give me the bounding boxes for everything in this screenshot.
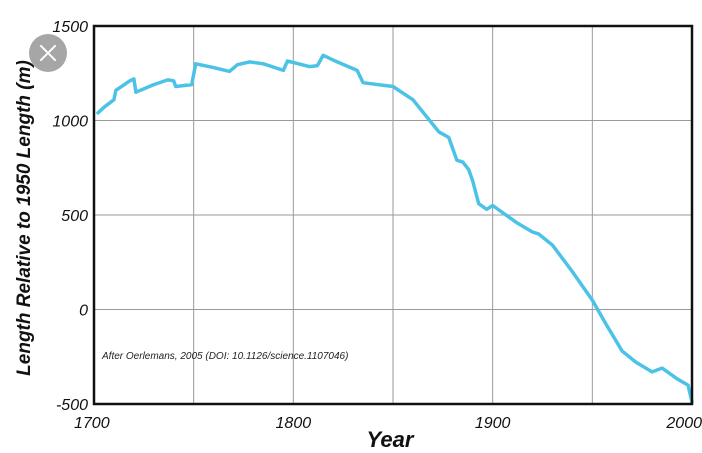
x-tick-label: 1800 xyxy=(276,415,312,432)
x-tick-label: 1700 xyxy=(74,415,110,432)
plot-border xyxy=(92,24,694,406)
chart-annotation: After Oerlemans, 2005 (DOI: 10.1126/scie… xyxy=(101,351,348,362)
close-icon[interactable] xyxy=(29,34,67,72)
x-axis-title: Year xyxy=(367,427,415,452)
x-tick-label: 1900 xyxy=(475,415,511,432)
y-tick-label: 1500 xyxy=(52,19,88,36)
series-line xyxy=(96,53,694,404)
y-tick-label: -500 xyxy=(56,397,88,414)
x-tick-labels: 1700 1800 1900 2000 xyxy=(74,415,702,432)
x-tick-label: 2000 xyxy=(665,415,702,432)
y-axis-title: Length Relative to 1950 Length (m) xyxy=(14,60,35,376)
y-tick-label: 500 xyxy=(61,208,88,225)
y-tick-label: 1000 xyxy=(52,114,88,131)
grid xyxy=(94,26,692,404)
y-tick-labels: -500 0 500 1000 1500 xyxy=(52,19,88,414)
y-tick-label: 0 xyxy=(79,303,88,320)
series-layer xyxy=(96,53,694,404)
